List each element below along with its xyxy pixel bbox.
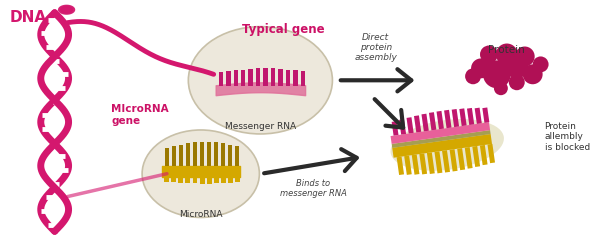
Bar	[248, 69, 253, 86]
Bar	[172, 146, 176, 166]
Polygon shape	[412, 154, 419, 175]
Polygon shape	[442, 150, 450, 173]
Text: Typical gene: Typical gene	[242, 23, 325, 36]
Polygon shape	[434, 151, 442, 173]
Bar	[214, 177, 218, 183]
Bar	[207, 142, 211, 166]
Polygon shape	[487, 144, 495, 163]
Polygon shape	[460, 108, 467, 126]
Text: Binds to
messenger RNA: Binds to messenger RNA	[280, 179, 346, 198]
Polygon shape	[472, 146, 480, 167]
Circle shape	[465, 68, 481, 84]
Polygon shape	[480, 145, 488, 165]
Polygon shape	[475, 108, 482, 124]
Bar	[256, 69, 260, 86]
Bar	[214, 142, 218, 166]
Circle shape	[515, 47, 535, 66]
Bar	[301, 71, 305, 86]
Polygon shape	[457, 148, 465, 170]
Bar	[165, 148, 169, 166]
FancyArrowPatch shape	[374, 99, 403, 128]
Bar	[263, 68, 268, 86]
Bar	[286, 70, 290, 86]
Bar	[193, 177, 197, 183]
Text: MIcroRNA
gene: MIcroRNA gene	[112, 104, 169, 126]
Circle shape	[523, 64, 542, 84]
Polygon shape	[449, 149, 458, 171]
Polygon shape	[482, 107, 490, 123]
Bar	[179, 145, 183, 166]
Polygon shape	[437, 111, 444, 129]
Bar	[293, 70, 298, 86]
Text: MicroRNA: MicroRNA	[179, 210, 223, 219]
Bar	[228, 145, 232, 166]
Text: DNA: DNA	[10, 10, 47, 25]
Polygon shape	[392, 134, 492, 158]
Bar	[218, 72, 223, 86]
Text: Protein: Protein	[488, 45, 525, 54]
Bar	[185, 177, 190, 183]
Polygon shape	[421, 114, 429, 131]
Bar	[228, 177, 233, 183]
Ellipse shape	[391, 119, 504, 171]
Polygon shape	[61, 7, 73, 13]
Bar	[221, 177, 226, 183]
Polygon shape	[414, 115, 421, 133]
Polygon shape	[467, 108, 474, 125]
Bar	[193, 142, 197, 166]
Polygon shape	[407, 117, 413, 134]
Circle shape	[509, 74, 525, 90]
Polygon shape	[444, 110, 451, 128]
Polygon shape	[465, 147, 473, 169]
Polygon shape	[59, 5, 74, 14]
Circle shape	[505, 54, 529, 78]
Bar	[235, 177, 240, 182]
Polygon shape	[399, 119, 406, 135]
Bar	[278, 69, 283, 86]
Text: Protein
allembly
is blocked: Protein allembly is blocked	[545, 122, 590, 152]
Bar	[221, 143, 225, 166]
Circle shape	[533, 56, 548, 72]
Bar	[241, 70, 245, 86]
Polygon shape	[452, 109, 459, 127]
Bar	[164, 177, 169, 182]
Circle shape	[496, 44, 518, 65]
Circle shape	[471, 58, 491, 78]
Circle shape	[480, 46, 498, 64]
Polygon shape	[397, 156, 404, 175]
Bar	[206, 177, 212, 184]
Polygon shape	[404, 155, 412, 175]
Bar	[200, 142, 204, 166]
Bar	[178, 177, 184, 183]
Bar	[186, 143, 190, 166]
Ellipse shape	[188, 27, 332, 134]
Polygon shape	[392, 121, 398, 136]
Circle shape	[483, 60, 511, 88]
Bar	[200, 177, 205, 184]
Polygon shape	[429, 112, 436, 130]
Circle shape	[494, 81, 508, 95]
Ellipse shape	[142, 130, 259, 217]
Text: Messenger RNA: Messenger RNA	[225, 122, 296, 131]
Polygon shape	[391, 122, 490, 144]
Polygon shape	[419, 153, 427, 174]
Polygon shape	[427, 152, 435, 174]
Polygon shape	[392, 130, 491, 148]
Text: Direct
protein
assembly: Direct protein assembly	[354, 33, 397, 62]
Bar	[226, 71, 230, 86]
FancyArrowPatch shape	[341, 69, 411, 91]
Bar	[271, 69, 275, 86]
Bar	[235, 146, 239, 166]
FancyArrowPatch shape	[264, 149, 357, 173]
Bar	[233, 70, 238, 86]
Bar	[172, 177, 176, 182]
